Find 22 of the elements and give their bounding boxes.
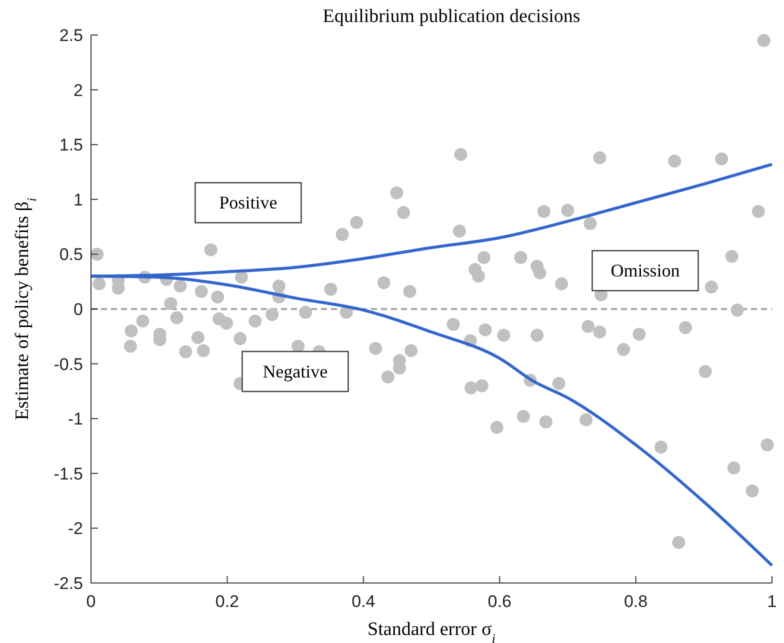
x-tick-label: 0.2 bbox=[215, 592, 240, 611]
y-tick-label: -0.5 bbox=[54, 354, 83, 374]
y-tick-label: 1.5 bbox=[59, 136, 83, 155]
y-tick-label: -1.5 bbox=[54, 464, 83, 484]
y-tick-label: -1 bbox=[68, 410, 83, 429]
x-axis-title: Standard error σ$_{i}$ bbox=[368, 619, 496, 643]
y-tick-label: 1 bbox=[74, 190, 83, 210]
x-tick-label: 1 bbox=[767, 592, 777, 611]
x-tick-label: 0.8 bbox=[624, 592, 648, 611]
y-tick-label: -2 bbox=[68, 519, 83, 538]
y-tick-label: 2 bbox=[74, 80, 83, 100]
annotation: Negative bbox=[262, 361, 328, 382]
y-tick-label: 2.5 bbox=[59, 26, 83, 45]
chart-title: Equilibrium publication decisions bbox=[322, 6, 580, 27]
x-tick-label: 0.4 bbox=[352, 592, 376, 611]
x-tick-label: 0 bbox=[86, 592, 96, 611]
y-tick-label: 0 bbox=[74, 300, 83, 319]
x-tick-label: 0.6 bbox=[488, 592, 512, 611]
y-tick-label: 0.5 bbox=[59, 245, 83, 264]
annotation: Positive bbox=[219, 192, 278, 213]
y-tick-label: -2.5 bbox=[54, 574, 83, 593]
annotation: Omission bbox=[610, 260, 680, 281]
